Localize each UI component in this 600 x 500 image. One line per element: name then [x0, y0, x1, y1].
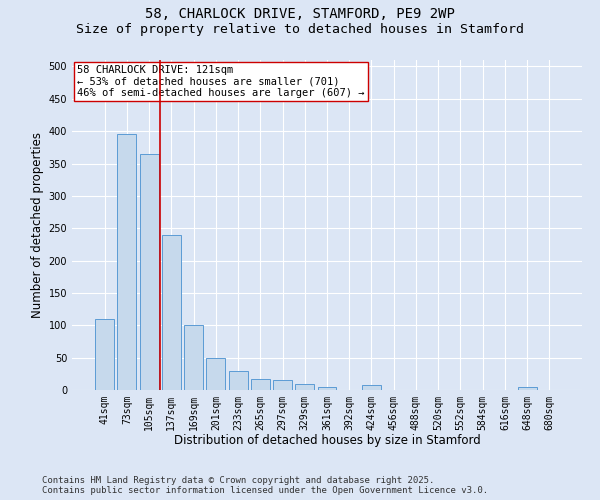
- Bar: [95, 319, 114, 390]
- Bar: [295, 384, 314, 390]
- Text: Size of property relative to detached houses in Stamford: Size of property relative to detached ho…: [76, 22, 524, 36]
- Y-axis label: Number of detached properties: Number of detached properties: [31, 132, 44, 318]
- Bar: [184, 326, 203, 390]
- Bar: [206, 358, 225, 390]
- Bar: [251, 379, 270, 390]
- Bar: [162, 234, 181, 390]
- Bar: [229, 370, 248, 390]
- Bar: [362, 385, 381, 390]
- Bar: [273, 380, 292, 390]
- Bar: [140, 154, 158, 390]
- Bar: [518, 387, 536, 390]
- Bar: [317, 387, 337, 390]
- Text: 58, CHARLOCK DRIVE, STAMFORD, PE9 2WP: 58, CHARLOCK DRIVE, STAMFORD, PE9 2WP: [145, 8, 455, 22]
- X-axis label: Distribution of detached houses by size in Stamford: Distribution of detached houses by size …: [173, 434, 481, 448]
- Text: 58 CHARLOCK DRIVE: 121sqm
← 53% of detached houses are smaller (701)
46% of semi: 58 CHARLOCK DRIVE: 121sqm ← 53% of detac…: [77, 65, 365, 98]
- Text: Contains HM Land Registry data © Crown copyright and database right 2025.
Contai: Contains HM Land Registry data © Crown c…: [42, 476, 488, 495]
- Bar: [118, 134, 136, 390]
